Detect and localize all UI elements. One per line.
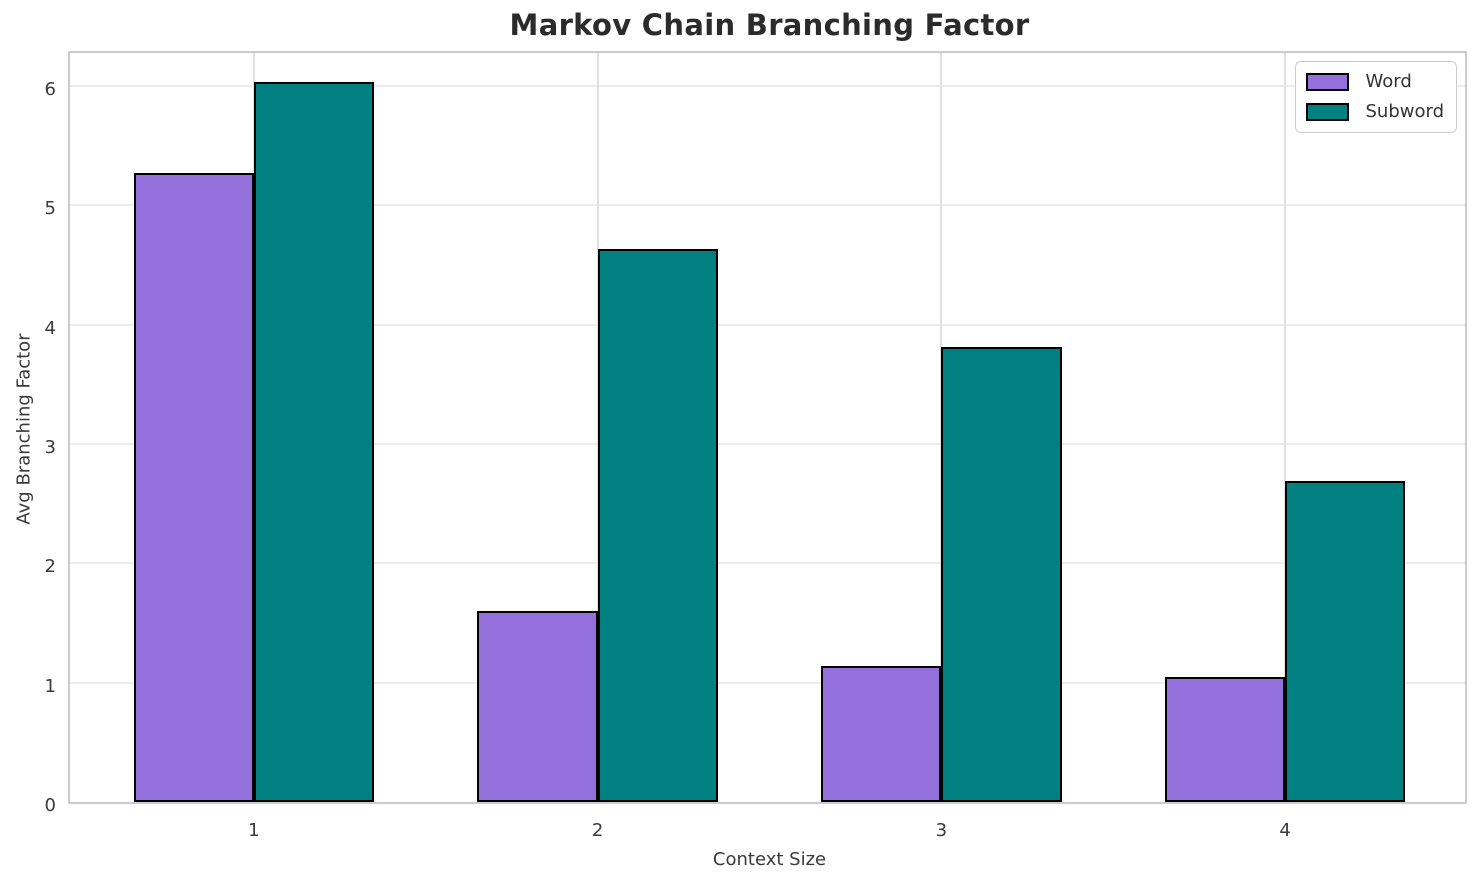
horizontal-gridline bbox=[70, 562, 1465, 565]
y-tick-label: 2 bbox=[44, 556, 56, 578]
legend: Word Subword bbox=[1295, 61, 1457, 133]
y-tick-label: 0 bbox=[44, 795, 56, 816]
legend-swatch-word bbox=[1306, 73, 1350, 91]
x-tick-label: 1 bbox=[248, 820, 260, 841]
bar-word-context-2 bbox=[477, 611, 598, 802]
horizontal-gridline bbox=[70, 204, 1465, 207]
x-tick-label: 2 bbox=[591, 820, 604, 841]
horizontal-gridline bbox=[70, 85, 1465, 87]
bar-subword-context-1 bbox=[253, 82, 375, 802]
bar-subword-context-2 bbox=[597, 249, 718, 802]
x-axis-label: Context Size bbox=[712, 849, 827, 870]
bar-word-context-4 bbox=[1164, 676, 1286, 802]
y-tick-label: 1 bbox=[44, 675, 56, 697]
y-axis-label: Avg Branching Factor bbox=[13, 333, 35, 525]
y-tick-label: 3 bbox=[44, 436, 56, 458]
horizontal-gridline bbox=[70, 681, 1465, 684]
horizontal-gridline bbox=[70, 443, 1465, 445]
vertical-gridline bbox=[1284, 53, 1287, 802]
bar-word-context-3 bbox=[821, 665, 942, 802]
x-tick-label: 4 bbox=[1279, 820, 1291, 841]
legend-item-subword: Subword bbox=[1306, 101, 1444, 123]
legend-item-word: Word bbox=[1306, 71, 1444, 93]
bar-word-context-1 bbox=[133, 173, 254, 802]
y-tick-label: 4 bbox=[44, 317, 56, 339]
y-tick-label: 5 bbox=[44, 198, 56, 220]
chart-title: Markov Chain Branching Factor bbox=[509, 8, 1030, 42]
y-tick-label: 6 bbox=[44, 78, 56, 100]
bar-subword-context-4 bbox=[1285, 481, 1406, 802]
legend-label: Subword bbox=[1365, 101, 1444, 122]
bar-subword-context-3 bbox=[941, 347, 1062, 802]
legend-label: Word bbox=[1365, 71, 1412, 92]
plot-area: Word Subword bbox=[68, 51, 1467, 804]
horizontal-gridline bbox=[70, 323, 1465, 326]
x-tick-label: 3 bbox=[935, 820, 948, 841]
legend-swatch-subword bbox=[1306, 103, 1350, 121]
